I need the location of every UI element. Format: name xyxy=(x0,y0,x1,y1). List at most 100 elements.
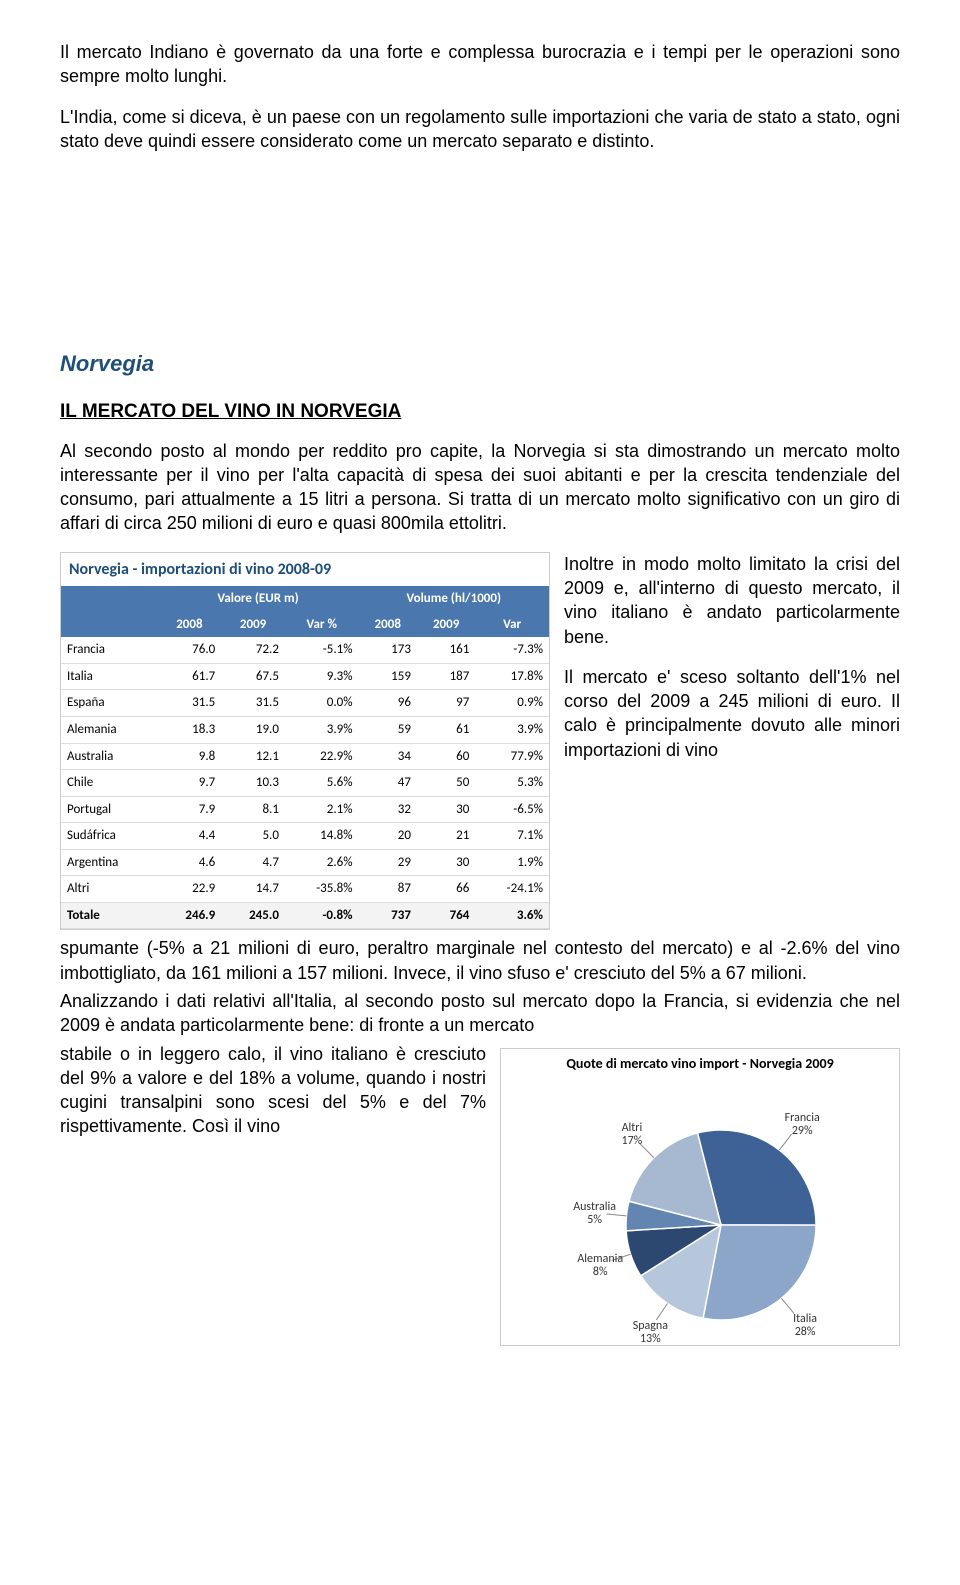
table-cell: 161 xyxy=(417,637,475,663)
table-cell: 72.2 xyxy=(221,637,285,663)
table-cell: -24.1% xyxy=(475,876,549,903)
table-cell: 18.3 xyxy=(158,717,222,744)
body-paragraph-1: Al secondo posto al mondo per reddito pr… xyxy=(60,439,900,536)
table-cell: 76.0 xyxy=(158,637,222,663)
table-subheader: 2008 xyxy=(158,612,222,638)
pie-chart-title: Quote di mercato vino import - Norvegia … xyxy=(501,1049,899,1076)
country-title: Norvegia xyxy=(60,349,900,379)
table-cell-country: Alemania xyxy=(61,717,158,744)
table-subheader: 2009 xyxy=(417,612,475,638)
intro-paragraph-2: L'India, come si diceva, è un paese con … xyxy=(60,105,900,154)
table-subheader-blank xyxy=(61,612,158,638)
table-row: Altri22.914.7-35.8%8766-24.1% xyxy=(61,876,549,903)
table-cell: 4.4 xyxy=(158,823,222,850)
table-cell: 173 xyxy=(359,637,417,663)
table-cell: 5.3% xyxy=(475,770,549,797)
table-cell-country: Totale xyxy=(61,902,158,929)
table-header-group-valore: Valore (EUR m) xyxy=(158,586,359,612)
after-table-paragraph-2a: Analizzando i dati relativi all'Italia, … xyxy=(60,989,900,1038)
table-cell: 32 xyxy=(359,796,417,823)
table-cell: 77.9% xyxy=(475,743,549,770)
table-cell-country: Chile xyxy=(61,770,158,797)
pie-slice-label: Alemania8% xyxy=(570,1253,630,1279)
table-cell: 7.1% xyxy=(475,823,549,850)
pie-slice-label: Spagna13% xyxy=(620,1320,680,1346)
table-cell: 7.9 xyxy=(158,796,222,823)
table-cell: 2.6% xyxy=(285,849,359,876)
table-cell: 19.0 xyxy=(221,717,285,744)
table-cell: 12.1 xyxy=(221,743,285,770)
table-cell: 67.5 xyxy=(221,663,285,690)
table-header-blank xyxy=(61,586,158,612)
table-cell: 9.8 xyxy=(158,743,222,770)
import-table-container: Norvegia - importazioni di vino 2008-09 … xyxy=(60,552,550,931)
table-cell: 22.9 xyxy=(158,876,222,903)
table-row: Francia76.072.2-5.1%173161-7.3% xyxy=(61,637,549,663)
table-cell: 34 xyxy=(359,743,417,770)
table-cell-country: Altri xyxy=(61,876,158,903)
table-row: Argentina4.64.72.6%29301.9% xyxy=(61,849,549,876)
table-subheader: Var % xyxy=(285,612,359,638)
table-cell: 61.7 xyxy=(158,663,222,690)
table-title: Norvegia - importazioni di vino 2008-09 xyxy=(61,553,549,587)
table-cell-country: España xyxy=(61,690,158,717)
table-cell: 22.9% xyxy=(285,743,359,770)
table-cell: -6.5% xyxy=(475,796,549,823)
table-cell: 3.9% xyxy=(475,717,549,744)
table-cell: 29 xyxy=(359,849,417,876)
table-cell: 21 xyxy=(417,823,475,850)
table-cell: 66 xyxy=(417,876,475,903)
table-cell: 17.8% xyxy=(475,663,549,690)
table-cell: 30 xyxy=(417,796,475,823)
table-cell: 96 xyxy=(359,690,417,717)
table-cell: 9.7 xyxy=(158,770,222,797)
table-cell: 737 xyxy=(359,902,417,929)
table-cell: 4.7 xyxy=(221,849,285,876)
table-cell: 9.3% xyxy=(285,663,359,690)
table-cell-country: Sudáfrica xyxy=(61,823,158,850)
table-cell: 2.1% xyxy=(285,796,359,823)
table-row: Sudáfrica4.45.014.8%20217.1% xyxy=(61,823,549,850)
table-row: Chile9.710.35.6%47505.3% xyxy=(61,770,549,797)
table-cell: 764 xyxy=(417,902,475,929)
table-cell: 61 xyxy=(417,717,475,744)
table-cell: 20 xyxy=(359,823,417,850)
import-table: Valore (EUR m) Volume (hl/1000) 2008 200… xyxy=(61,586,549,929)
after-table-paragraph-1: spumante (-5% a 21 milioni di euro, pera… xyxy=(60,936,900,985)
table-cell: 31.5 xyxy=(158,690,222,717)
table-cell: 10.3 xyxy=(221,770,285,797)
table-cell: 50 xyxy=(417,770,475,797)
table-cell: -7.3% xyxy=(475,637,549,663)
table-cell-country: Portugal xyxy=(61,796,158,823)
table-row: Alemania18.319.03.9%59613.9% xyxy=(61,717,549,744)
pie-chart-svg xyxy=(501,1075,901,1335)
pie-slice-label: Italia28% xyxy=(775,1313,835,1339)
table-cell: 245.0 xyxy=(221,902,285,929)
table-row: Italia61.767.59.3%15918717.8% xyxy=(61,663,549,690)
table-cell: 159 xyxy=(359,663,417,690)
pie-slice-label: Australia5% xyxy=(565,1201,625,1227)
table-cell: 0.9% xyxy=(475,690,549,717)
table-cell: 1.9% xyxy=(475,849,549,876)
table-cell: -0.8% xyxy=(285,902,359,929)
table-cell: 59 xyxy=(359,717,417,744)
table-row: Australia9.812.122.9%346077.9% xyxy=(61,743,549,770)
table-cell-country: Francia xyxy=(61,637,158,663)
table-subheader: 2008 xyxy=(359,612,417,638)
table-cell: 5.0 xyxy=(221,823,285,850)
table-cell: 8.1 xyxy=(221,796,285,823)
table-cell: 31.5 xyxy=(221,690,285,717)
table-row: Portugal7.98.12.1%3230-6.5% xyxy=(61,796,549,823)
intro-paragraph-1: Il mercato Indiano è governato da una fo… xyxy=(60,40,900,89)
table-cell: 5.6% xyxy=(285,770,359,797)
table-subheader: Var xyxy=(475,612,549,638)
table-cell: 97 xyxy=(417,690,475,717)
table-total-row: Totale246.9245.0-0.8%7377643.6% xyxy=(61,902,549,929)
table-cell: 87 xyxy=(359,876,417,903)
pie-slice-label: Francia29% xyxy=(772,1112,832,1138)
pie-chart-container: Quote di mercato vino import - Norvegia … xyxy=(500,1048,900,1347)
table-cell: 187 xyxy=(417,663,475,690)
table-row: España31.531.50.0%96970.9% xyxy=(61,690,549,717)
spacer xyxy=(60,169,900,349)
table-cell: -35.8% xyxy=(285,876,359,903)
